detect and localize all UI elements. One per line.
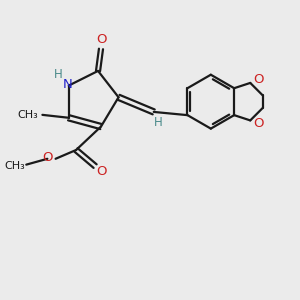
- Text: CH₃: CH₃: [17, 110, 38, 120]
- Text: H: H: [154, 116, 163, 129]
- Text: O: O: [253, 74, 264, 86]
- Text: O: O: [42, 151, 52, 164]
- Text: CH₃: CH₃: [4, 161, 25, 171]
- Text: H: H: [54, 68, 63, 81]
- Text: O: O: [253, 117, 264, 130]
- Text: O: O: [96, 33, 107, 46]
- Text: N: N: [62, 78, 72, 91]
- Text: O: O: [96, 165, 107, 178]
